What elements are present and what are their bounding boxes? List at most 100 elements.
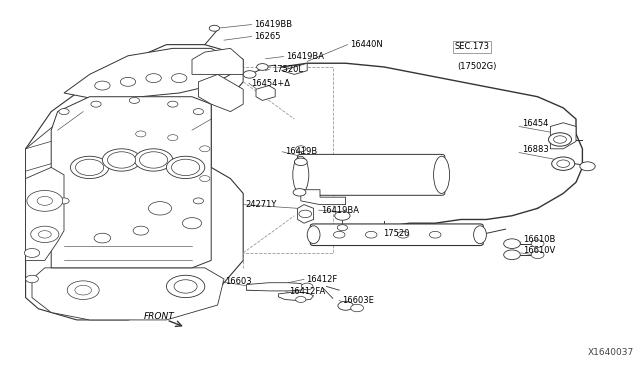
- Text: 17520: 17520: [383, 229, 409, 238]
- Circle shape: [504, 250, 520, 260]
- Text: 16454: 16454: [522, 119, 548, 128]
- Text: FRONT: FRONT: [144, 312, 175, 321]
- Polygon shape: [256, 86, 275, 100]
- Polygon shape: [32, 268, 224, 320]
- Circle shape: [200, 176, 210, 182]
- Circle shape: [580, 162, 595, 171]
- Text: 16419BB: 16419BB: [254, 20, 292, 29]
- Circle shape: [168, 135, 178, 141]
- Circle shape: [548, 133, 572, 146]
- Polygon shape: [51, 97, 211, 268]
- Text: 16610V: 16610V: [524, 246, 556, 255]
- Circle shape: [172, 74, 187, 83]
- Polygon shape: [246, 283, 304, 291]
- Circle shape: [134, 149, 173, 171]
- Circle shape: [193, 198, 204, 204]
- Text: 16412FA: 16412FA: [289, 287, 325, 296]
- Circle shape: [38, 231, 51, 238]
- Circle shape: [67, 281, 99, 299]
- Circle shape: [531, 240, 544, 247]
- Text: 16265: 16265: [254, 32, 280, 41]
- Circle shape: [168, 101, 178, 107]
- Polygon shape: [550, 123, 576, 149]
- Text: 16440N: 16440N: [350, 40, 383, 49]
- Circle shape: [75, 285, 92, 295]
- Circle shape: [172, 159, 200, 176]
- Polygon shape: [198, 74, 243, 112]
- Circle shape: [70, 156, 109, 179]
- Text: 16419BA: 16419BA: [321, 206, 359, 215]
- Circle shape: [166, 156, 205, 179]
- Circle shape: [429, 231, 441, 238]
- Circle shape: [133, 226, 148, 235]
- Circle shape: [182, 218, 202, 229]
- Circle shape: [335, 211, 350, 220]
- Circle shape: [108, 152, 136, 168]
- Circle shape: [140, 152, 168, 168]
- Text: 16412F: 16412F: [307, 275, 338, 284]
- Text: SEC.173: SEC.173: [454, 42, 490, 51]
- Ellipse shape: [307, 226, 320, 244]
- Circle shape: [166, 275, 205, 298]
- Circle shape: [365, 231, 377, 238]
- Circle shape: [257, 64, 268, 70]
- Text: 16603: 16603: [225, 278, 252, 286]
- Circle shape: [174, 280, 197, 293]
- Circle shape: [296, 296, 306, 302]
- Circle shape: [59, 109, 69, 115]
- Text: 16603E: 16603E: [342, 296, 374, 305]
- Text: 16883: 16883: [522, 145, 548, 154]
- Circle shape: [31, 226, 59, 243]
- Circle shape: [102, 149, 141, 171]
- Text: X1640037: X1640037: [588, 348, 634, 357]
- Polygon shape: [278, 292, 314, 301]
- Circle shape: [27, 190, 63, 211]
- Text: 16419BA: 16419BA: [286, 52, 324, 61]
- Circle shape: [243, 71, 256, 78]
- Circle shape: [301, 283, 313, 290]
- Circle shape: [293, 189, 306, 196]
- Circle shape: [120, 77, 136, 86]
- Ellipse shape: [474, 226, 486, 244]
- Circle shape: [76, 159, 104, 176]
- Circle shape: [129, 97, 140, 103]
- Circle shape: [24, 248, 40, 257]
- Circle shape: [209, 25, 220, 31]
- Circle shape: [37, 196, 52, 205]
- Polygon shape: [294, 156, 352, 190]
- Circle shape: [59, 198, 69, 204]
- Polygon shape: [192, 48, 243, 74]
- Ellipse shape: [292, 156, 308, 193]
- Circle shape: [351, 304, 364, 312]
- Text: 16454+Δ: 16454+Δ: [252, 79, 291, 88]
- FancyBboxPatch shape: [298, 154, 445, 195]
- Circle shape: [94, 233, 111, 243]
- Text: 24271Y: 24271Y: [246, 200, 277, 209]
- Polygon shape: [298, 205, 314, 223]
- Polygon shape: [26, 167, 64, 260]
- Text: 17520L: 17520L: [272, 65, 303, 74]
- Circle shape: [200, 146, 210, 152]
- Polygon shape: [64, 48, 230, 100]
- Circle shape: [333, 231, 345, 238]
- Circle shape: [193, 109, 204, 115]
- Circle shape: [397, 231, 409, 238]
- Circle shape: [294, 158, 307, 166]
- Circle shape: [26, 275, 38, 283]
- Text: (17502G): (17502G): [458, 62, 497, 71]
- Circle shape: [136, 131, 146, 137]
- Circle shape: [531, 251, 544, 259]
- Circle shape: [146, 74, 161, 83]
- FancyBboxPatch shape: [310, 224, 483, 246]
- Circle shape: [557, 160, 570, 167]
- Polygon shape: [301, 190, 346, 205]
- Circle shape: [148, 202, 172, 215]
- Polygon shape: [26, 45, 243, 320]
- Text: 16419B: 16419B: [285, 147, 317, 156]
- Circle shape: [299, 210, 312, 218]
- Text: 16610B: 16610B: [524, 235, 556, 244]
- Circle shape: [552, 157, 575, 170]
- Circle shape: [337, 225, 348, 231]
- Circle shape: [95, 81, 110, 90]
- Circle shape: [338, 301, 353, 310]
